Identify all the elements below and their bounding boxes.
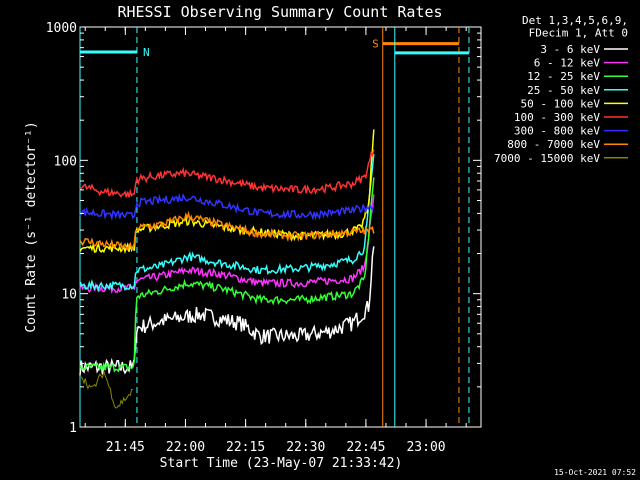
legend-entry-label: 50 - 100 keV (521, 97, 601, 110)
y-tick-label: 10 (61, 288, 77, 303)
legend-entry-label: 300 - 800 keV (514, 125, 600, 138)
axes-layer: 1 10 100 1000 21:45 22:00 22:15 22:30 22:45 23:00 (46, 21, 481, 455)
series-line (79, 246, 375, 376)
legend-entry-label: 7000 - 15000 keV (494, 152, 600, 165)
legend-header-line: Det 1,3,4,5,6,9, (522, 14, 628, 27)
y-tick-label: 1 (69, 421, 77, 436)
series-line (79, 192, 375, 221)
series-line (79, 149, 375, 198)
series-line (79, 194, 375, 294)
legend-entry-label: 3 - 6 keV (540, 43, 600, 56)
legend-entry-label: 100 - 300 keV (514, 111, 600, 124)
series-line (79, 154, 375, 293)
legend-entry-label: 25 - 50 keV (527, 84, 600, 97)
x-tick-label: 23:00 (406, 440, 445, 455)
x-tick-label: 22:00 (166, 440, 205, 455)
annotations-layer: NS (79, 27, 470, 427)
legend-entry-label: 12 - 25 keV (527, 70, 600, 83)
y-axis-label: Count Rate (s⁻¹ detector⁻¹) (24, 121, 39, 332)
x-axis-label: Start Time (23-May-07 21:33:42) (160, 456, 403, 471)
y-tick-label: 100 (54, 154, 77, 169)
series-line (79, 129, 375, 254)
legend-entry-label: 800 - 7000 keV (507, 138, 600, 151)
x-tick-label: 22:45 (346, 440, 385, 455)
series-line (79, 177, 375, 373)
x-tick-label: 22:30 (286, 440, 325, 455)
series-line (79, 210, 375, 252)
x-tick-label: 22:15 (226, 440, 265, 455)
legend: Det 1,3,4,5,6,9,FDecim 1, Att 0 3 - 6 keV… (494, 14, 628, 165)
legend-header-line: FDecim 1, Att 0 (529, 27, 628, 40)
legend-entry-label: 6 - 12 keV (534, 57, 601, 70)
annotation-label: S (372, 38, 379, 51)
series-line (80, 371, 133, 409)
y-tick-label: 1000 (46, 21, 77, 36)
x-tick-label: 21:45 (106, 440, 145, 455)
generated-timestamp: 15-Oct-2021 07:52 (554, 468, 636, 477)
annotation-label: N (143, 46, 150, 59)
chart-title: RHESSI Observing Summary Count Rates (117, 3, 442, 21)
series-layer (79, 129, 375, 409)
